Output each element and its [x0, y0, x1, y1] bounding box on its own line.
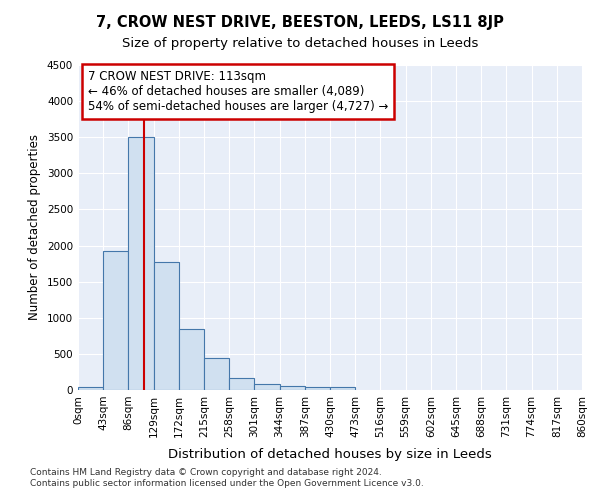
Bar [305, 387, 330, 390]
Bar [229, 378, 254, 390]
Bar [204, 358, 229, 390]
Text: 7, CROW NEST DRIVE, BEESTON, LEEDS, LS11 8JP: 7, CROW NEST DRIVE, BEESTON, LEEDS, LS11… [96, 15, 504, 30]
Text: Contains HM Land Registry data © Crown copyright and database right 2024.
Contai: Contains HM Land Registry data © Crown c… [30, 468, 424, 487]
Bar [254, 384, 280, 390]
Bar [128, 137, 154, 390]
Bar [280, 386, 305, 390]
Bar [78, 387, 103, 390]
Bar [330, 388, 355, 390]
Bar [154, 262, 179, 390]
Bar [179, 328, 204, 390]
Text: 7 CROW NEST DRIVE: 113sqm
← 46% of detached houses are smaller (4,089)
54% of se: 7 CROW NEST DRIVE: 113sqm ← 46% of detac… [88, 70, 388, 113]
Text: Size of property relative to detached houses in Leeds: Size of property relative to detached ho… [122, 38, 478, 51]
X-axis label: Distribution of detached houses by size in Leeds: Distribution of detached houses by size … [168, 448, 492, 461]
Y-axis label: Number of detached properties: Number of detached properties [28, 134, 41, 320]
Bar [103, 252, 128, 390]
